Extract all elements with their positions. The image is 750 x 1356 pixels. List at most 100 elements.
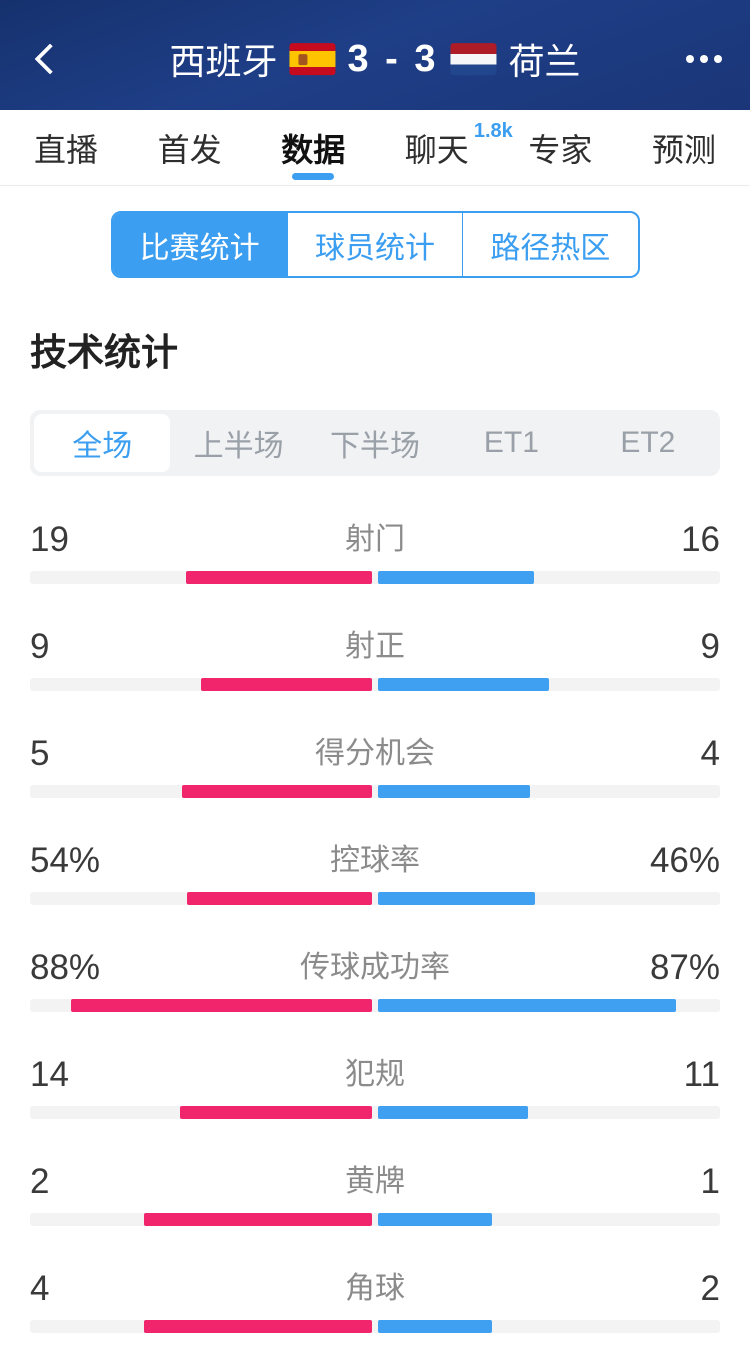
- stat-values-line: 9 射正 9: [0, 627, 750, 666]
- match-title: 西班牙 3 - 3 荷兰: [169, 33, 580, 85]
- netherlands-flag-icon: [450, 43, 497, 76]
- nav-tab-label: 聊天: [404, 131, 469, 168]
- stat-bar-track: [30, 892, 720, 905]
- subtab[interactable]: 球员统计: [286, 213, 462, 276]
- home-value: 54%: [30, 841, 101, 880]
- away-bar: [378, 1213, 492, 1226]
- active-tab-underline: [292, 173, 335, 180]
- stat-label: 射门: [345, 523, 405, 556]
- away-value: 2: [700, 1269, 720, 1308]
- home-bar: [143, 1213, 372, 1226]
- stat-bar-track: [30, 678, 720, 691]
- stats-list: 19 射门 16 9 射正 9 5 得分机会 4 54% 控球率 46% 88% 传球成功率 87% 14 犯规…: [0, 500, 750, 1356]
- away-value: 1: [700, 1162, 720, 1201]
- nav-tab-label: 预测: [651, 131, 716, 168]
- away-value: 11: [683, 1055, 720, 1094]
- stat-row: 88% 传球成功率 87%: [0, 928, 750, 1035]
- away-value: 87%: [649, 948, 720, 987]
- stat-row: 9 射正 9: [0, 607, 750, 714]
- away-bar: [378, 1106, 529, 1119]
- nav-tabs: 直播 首发 数据 聊天 1.8k 专家 预测: [0, 110, 750, 186]
- stat-label: 射正: [345, 630, 405, 663]
- stat-label: 角球: [345, 1272, 405, 1305]
- nav-tab[interactable]: 专家: [528, 110, 592, 185]
- home-bar: [180, 1106, 372, 1119]
- stat-bar-track: [30, 999, 720, 1012]
- nav-tab-label: 直播: [34, 131, 99, 168]
- stat-values-line: 88% 传球成功率 87%: [0, 948, 750, 987]
- stat-bar-track: [30, 785, 720, 798]
- more-button[interactable]: [686, 55, 722, 63]
- away-value: 46%: [649, 841, 720, 880]
- home-bar: [143, 1320, 372, 1333]
- away-bar: [378, 785, 530, 798]
- header: 西班牙 3 - 3 荷兰: [0, 0, 750, 110]
- nav-tab-label: 专家: [528, 131, 593, 168]
- home-value: 9: [30, 627, 50, 666]
- chat-count-badge: 1.8k: [473, 120, 513, 142]
- period-tab[interactable]: 全场: [34, 414, 171, 472]
- period-tab[interactable]: ET1: [483, 426, 539, 459]
- period-tab[interactable]: 下半场: [330, 430, 421, 463]
- home-team-name: 西班牙: [169, 41, 278, 83]
- home-bar: [201, 678, 372, 691]
- nav-tab[interactable]: 预测: [652, 110, 716, 185]
- away-team-name: 荷兰: [508, 41, 581, 83]
- subtab[interactable]: 比赛统计: [112, 213, 287, 276]
- stat-values-line: 54% 控球率 46%: [0, 841, 750, 880]
- home-value: 4: [30, 1269, 50, 1308]
- nav-tab[interactable]: 首发: [158, 110, 222, 185]
- period-tab[interactable]: ET2: [620, 426, 676, 459]
- stat-values-line: 19 射门 16: [0, 520, 750, 559]
- spain-emblem: [298, 54, 308, 66]
- stat-category-tabs: 比赛统计 球员统计 路径热区: [110, 211, 640, 278]
- stat-label: 传球成功率: [300, 951, 450, 984]
- home-bar: [186, 571, 372, 584]
- stat-label: 控球率: [330, 844, 420, 877]
- away-bar: [378, 892, 536, 905]
- stat-values-line: 2 黄牌 1: [0, 1162, 750, 1201]
- stat-label: 得分机会: [315, 737, 435, 770]
- spain-flag-icon: [289, 43, 336, 76]
- home-bar: [187, 892, 372, 905]
- back-button[interactable]: [28, 37, 72, 81]
- stat-bar-track: [30, 1106, 720, 1119]
- chevron-left-icon: [34, 43, 66, 75]
- away-bar: [378, 1320, 492, 1333]
- stat-values-line: 14 犯规 11: [0, 1055, 750, 1094]
- home-value: 88%: [30, 948, 101, 987]
- home-value: 14: [30, 1055, 69, 1094]
- stat-bar-track: [30, 571, 720, 584]
- section-title: 技术统计: [30, 332, 178, 373]
- stat-label: 黄牌: [345, 1165, 405, 1198]
- stat-values-line: 4 角球 2: [0, 1269, 750, 1308]
- stat-bar-track: [30, 1320, 720, 1333]
- away-value: 16: [681, 520, 720, 559]
- ellipsis-icon: [686, 55, 694, 63]
- stat-row: 14 犯规 11: [0, 1035, 750, 1142]
- stat-row: 54% 控球率 46%: [0, 821, 750, 928]
- stat-row: 19 射门 16: [0, 500, 750, 607]
- stat-values-line: 5 得分机会 4: [0, 734, 750, 773]
- away-bar: [378, 678, 549, 691]
- stat-label: 犯规: [345, 1058, 405, 1091]
- away-value: 4: [700, 734, 720, 773]
- stat-row: 5 得分机会 4: [0, 714, 750, 821]
- home-bar: [71, 999, 372, 1012]
- subtab[interactable]: 路径热区: [462, 213, 637, 276]
- nav-tab[interactable]: 直播: [34, 110, 98, 185]
- nav-tab-label: 首发: [157, 131, 222, 168]
- away-bar: [378, 999, 676, 1012]
- stat-row: 2 黄牌 1: [0, 1142, 750, 1249]
- home-bar: [181, 785, 372, 798]
- period-tab[interactable]: 上半场: [193, 430, 284, 463]
- nav-tab[interactable]: 聊天 1.8k: [404, 110, 513, 185]
- period-tabs: 全场 上半场 下半场 ET1 ET2: [30, 410, 720, 476]
- match-score: 3 - 3: [347, 37, 439, 80]
- nav-tab[interactable]: 数据: [281, 110, 345, 185]
- nav-tab-label: 数据: [281, 131, 346, 168]
- stat-row: 4 角球 2: [0, 1249, 750, 1356]
- home-value: 19: [30, 520, 69, 559]
- home-value: 5: [30, 734, 50, 773]
